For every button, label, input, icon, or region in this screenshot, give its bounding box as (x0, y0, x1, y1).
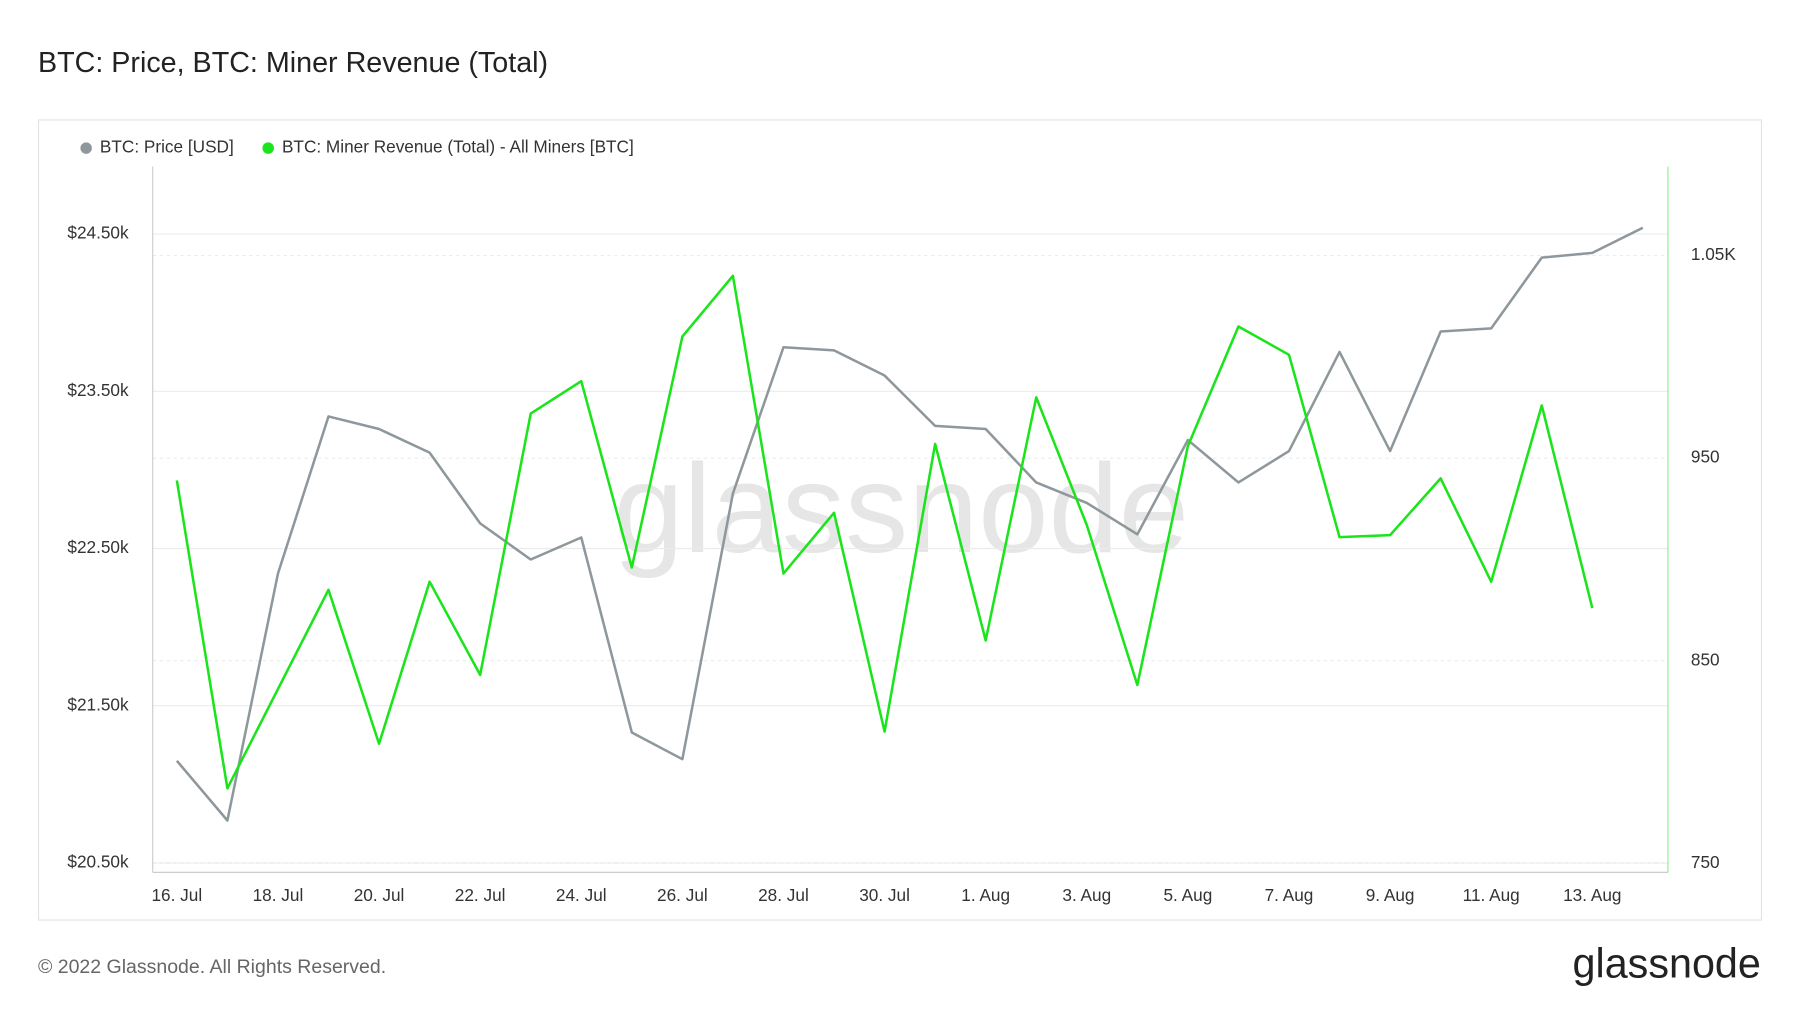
x-tick-label: 20. Jul (354, 885, 405, 905)
x-tick-label: 9. Aug (1366, 885, 1415, 905)
logo: glassnode (1573, 940, 1761, 986)
x-tick-label: 1. Aug (961, 885, 1010, 905)
y-tick-label: $20.50k (67, 851, 129, 871)
legend-label: BTC: Price [USD] (100, 137, 234, 157)
series-line (175, 274, 1594, 790)
legend-marker (262, 142, 274, 154)
x-tick-label: 11. Aug (1463, 885, 1520, 905)
x-tick-label: 3. Aug (1062, 885, 1111, 905)
legend-label: BTC: Miner Revenue (Total) - All Miners … (282, 137, 634, 157)
x-tick-label: 22. Jul (455, 885, 506, 905)
footer: © 2022 Glassnode. All Rights Reserved. (38, 956, 386, 978)
y-tick-label: $21.50k (67, 694, 129, 714)
legend-marker (80, 142, 92, 154)
y-tick-label: $23.50k (67, 380, 129, 400)
x-tick-label: 26. Jul (657, 885, 708, 905)
chart-frame (37, 119, 1763, 921)
y-tick-label: $22.50k (67, 537, 129, 557)
y2-tick-label: 750 (1691, 852, 1720, 872)
y2-tick-label: 1.05K (1691, 244, 1736, 264)
x-tick-label: 16. Jul (151, 885, 202, 905)
x-tick-label: 28. Jul (758, 885, 809, 905)
legend-item: BTC: Price [USD] (80, 137, 234, 157)
legend-item: BTC: Miner Revenue (Total) - All Miners … (262, 137, 634, 157)
x-tick-label: 18. Jul (253, 885, 304, 905)
x-tick-label: 5. Aug (1163, 885, 1212, 905)
y-tick-label: $24.50k (67, 223, 129, 243)
x-tick-label: 24. Jul (556, 885, 607, 905)
x-tick-label: 7. Aug (1265, 885, 1314, 905)
x-tick-label: 30. Jul (859, 885, 910, 905)
y2-tick-label: 950 (1691, 447, 1720, 467)
watermark: glassnode (613, 438, 1189, 579)
y2-tick-label: 850 (1691, 649, 1720, 669)
x-tick-label: 13. Aug (1563, 885, 1621, 905)
series-line (175, 226, 1644, 822)
chart-title: BTC: Price, BTC: Miner Revenue (Total) (38, 47, 548, 79)
